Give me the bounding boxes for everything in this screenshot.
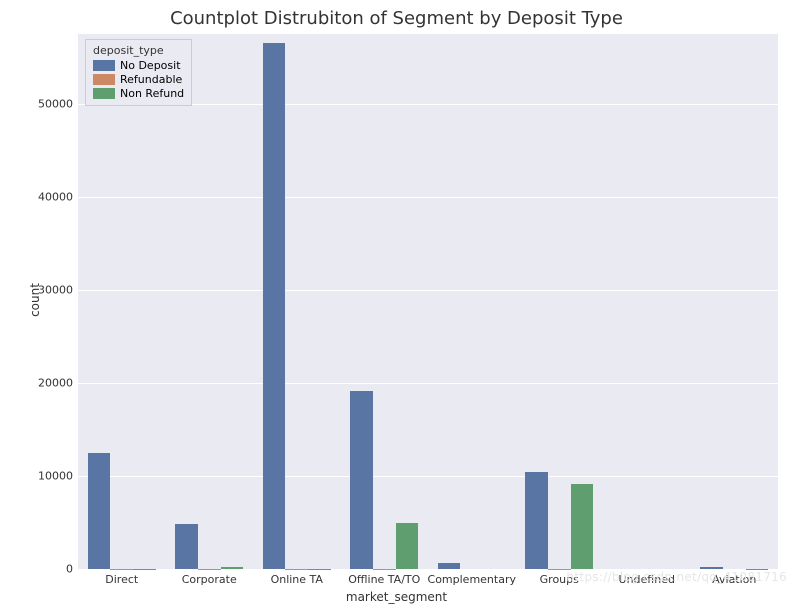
legend-label: No Deposit (120, 59, 181, 72)
legend-label: Non Refund (120, 87, 184, 100)
bar (263, 43, 286, 569)
bar (221, 567, 244, 569)
bar (700, 567, 723, 569)
grid-line (78, 290, 778, 291)
bar (175, 524, 198, 569)
legend-title: deposit_type (93, 44, 184, 57)
bar (438, 563, 461, 570)
x-tick-label: Offline TA/TO (348, 573, 420, 586)
y-tick-label: 10000 (13, 469, 73, 482)
legend-item: Non Refund (93, 87, 184, 100)
x-tick-label: Direct (105, 573, 138, 586)
grid-line (78, 197, 778, 198)
x-tick-label: Online TA (271, 573, 323, 586)
plot-area (78, 34, 778, 569)
grid-line (78, 383, 778, 384)
grid-line (78, 476, 778, 477)
x-axis-label: market_segment (0, 590, 793, 604)
y-tick-label: 40000 (13, 190, 73, 203)
bar (571, 484, 594, 569)
legend: deposit_type No DepositRefundableNon Ref… (85, 39, 192, 106)
bar (350, 391, 373, 569)
y-tick-label: 30000 (13, 283, 73, 296)
chart-title: Countplot Distrubiton of Segment by Depo… (0, 8, 793, 29)
legend-swatch (93, 74, 115, 85)
y-tick-label: 50000 (13, 97, 73, 110)
legend-label: Refundable (120, 73, 182, 86)
legend-item: Refundable (93, 73, 184, 86)
x-tick-label: Corporate (182, 573, 237, 586)
legend-swatch (93, 60, 115, 71)
watermark: https://blog.csdn.net/qq_41081716 (566, 570, 787, 584)
bar (88, 453, 111, 569)
legend-item: No Deposit (93, 59, 184, 72)
bar (525, 472, 548, 569)
y-tick-label: 20000 (13, 376, 73, 389)
bar (396, 523, 419, 569)
legend-swatch (93, 88, 115, 99)
y-axis-label: count (28, 283, 42, 317)
chart-container: Countplot Distrubiton of Segment by Depo… (0, 0, 793, 612)
x-tick-label: Complementary (428, 573, 516, 586)
y-tick-label: 0 (13, 563, 73, 576)
